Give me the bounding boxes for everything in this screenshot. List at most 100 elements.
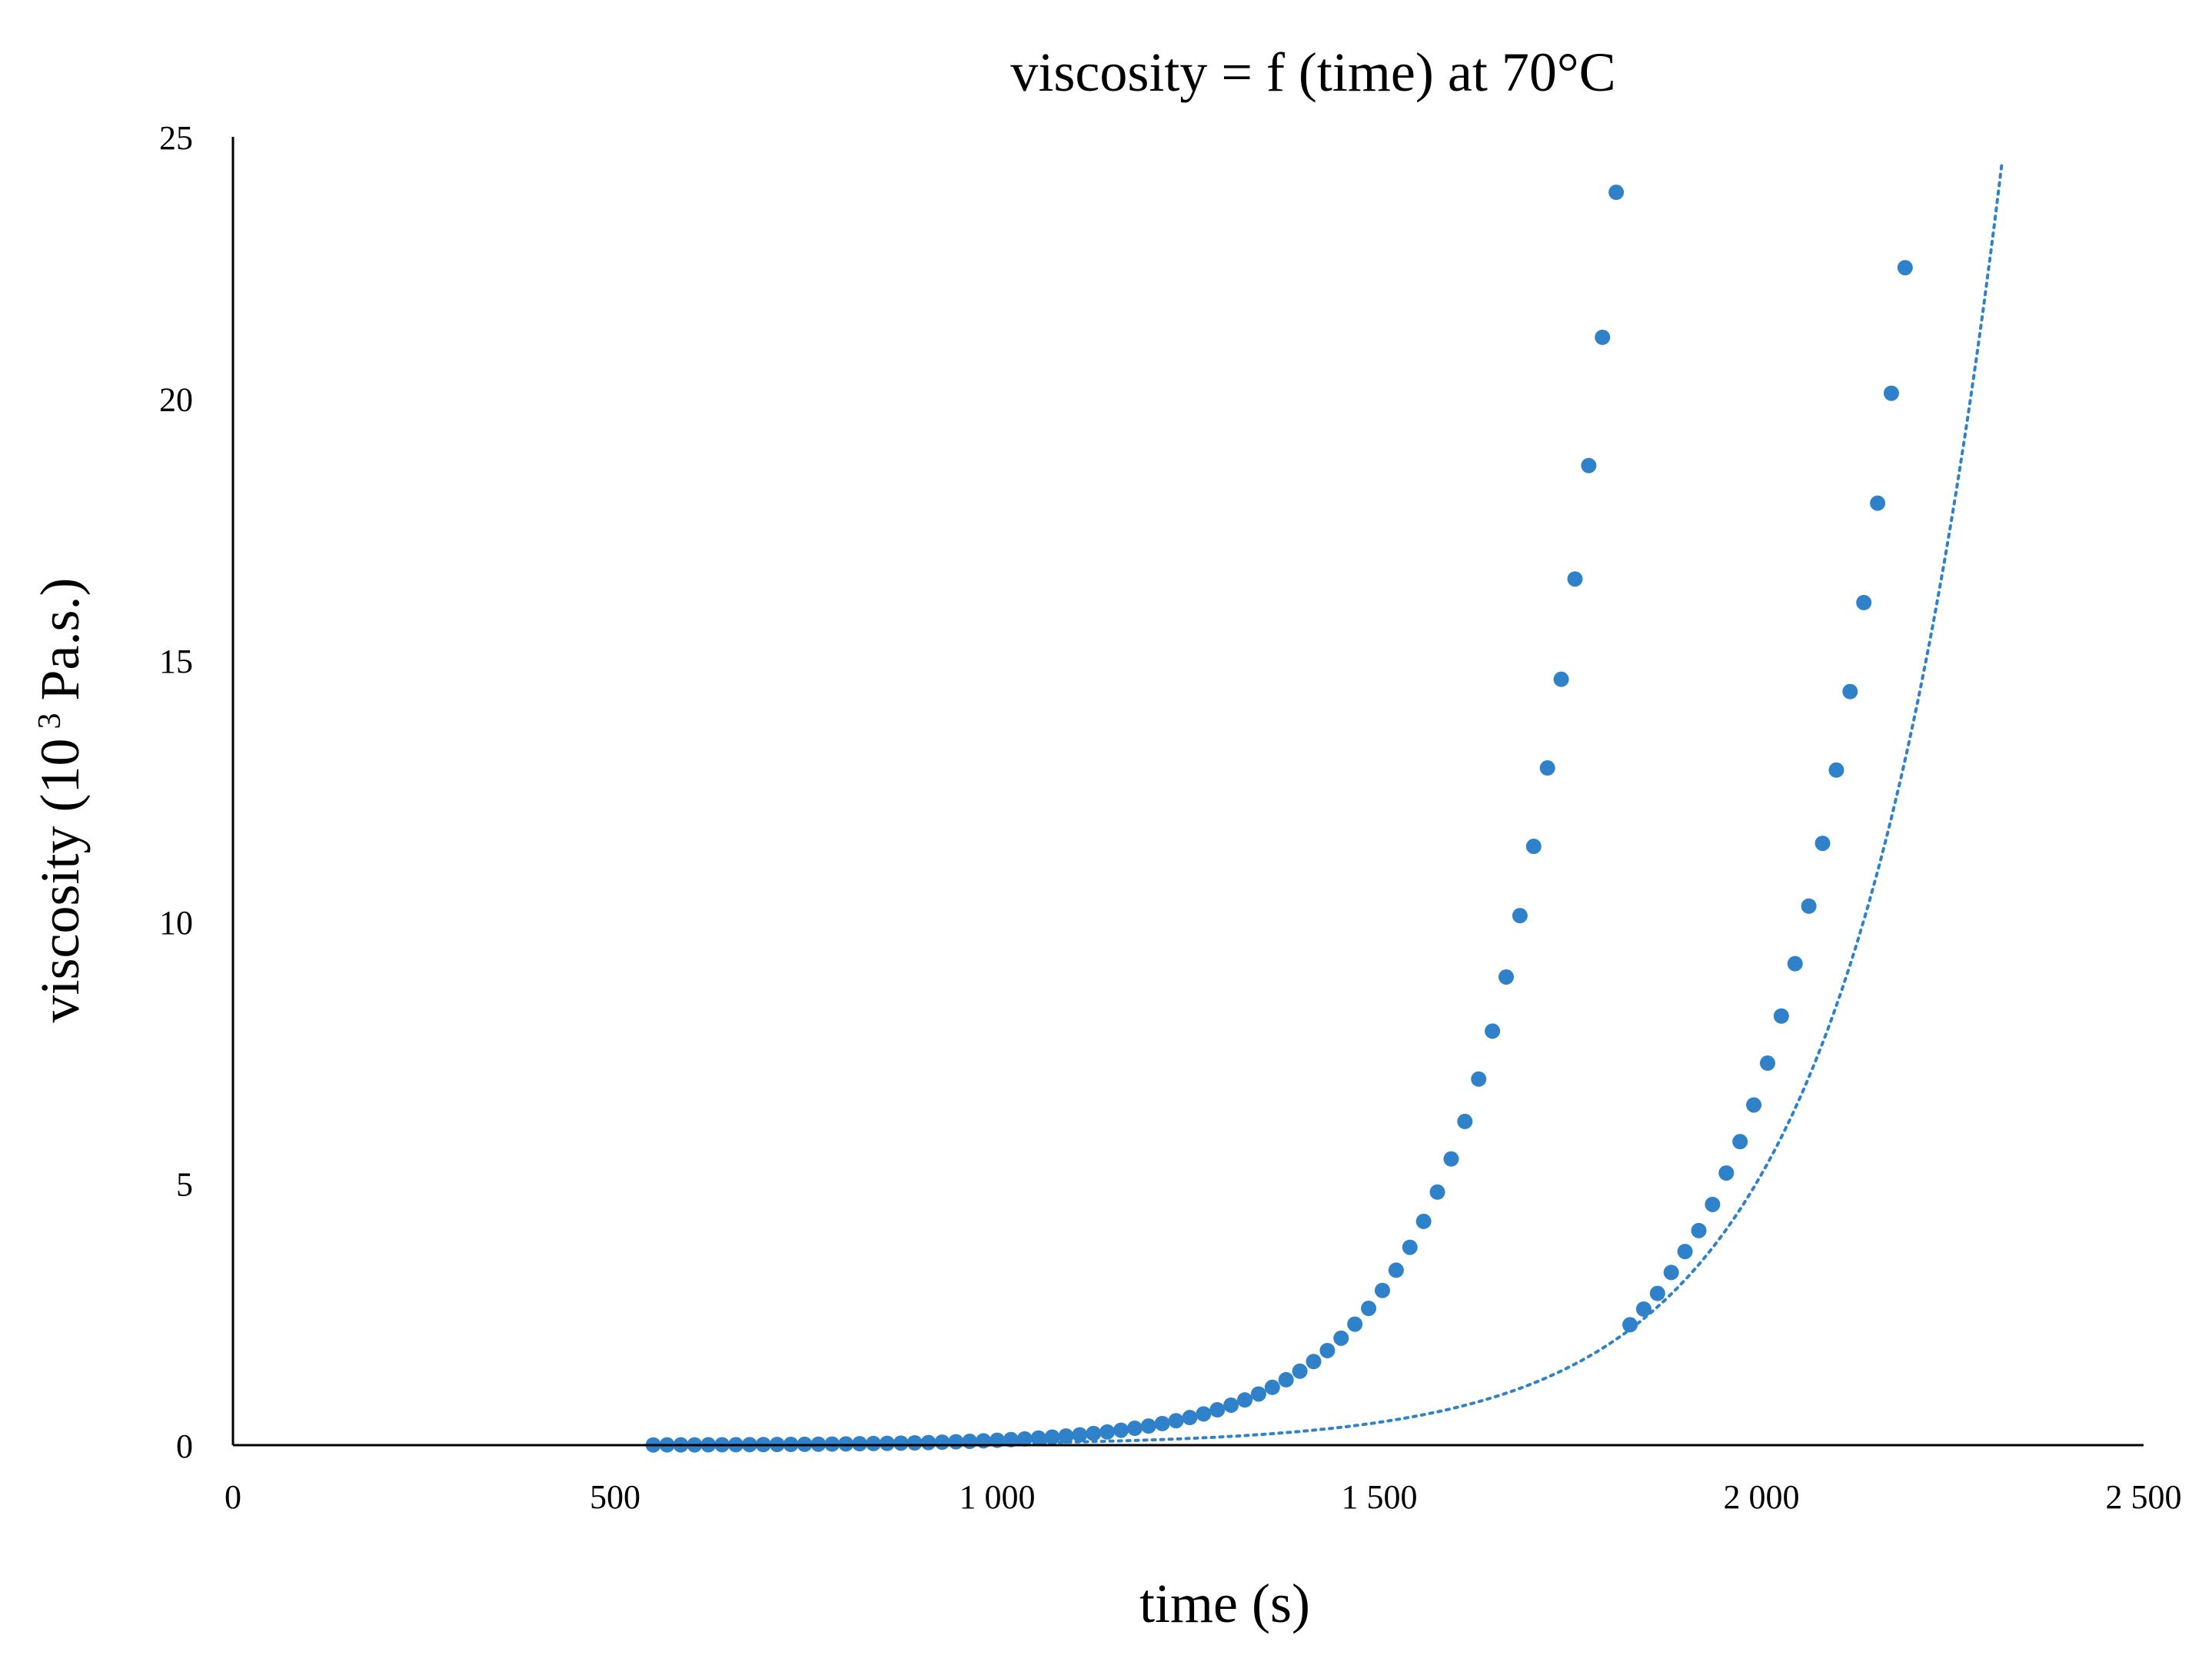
data-point bbox=[1003, 1431, 1019, 1447]
y-tick-label: 5 bbox=[176, 1166, 193, 1204]
x-tick-label: 500 bbox=[590, 1478, 640, 1516]
y-axis-title-units: Pa.s.) bbox=[29, 578, 91, 701]
data-point bbox=[948, 1434, 964, 1450]
data-point bbox=[1897, 260, 1913, 276]
chart-title: viscosity = f (time) at 70°C bbox=[1010, 42, 1615, 103]
data-point bbox=[1306, 1354, 1322, 1370]
data-point bbox=[893, 1435, 909, 1451]
plot-area: 0 500 1 000 1 500 2 000 2 500 0 5 10 15 20 25 bbox=[159, 119, 2182, 1516]
data-point bbox=[1787, 955, 1803, 972]
y-axis-title: viscosity (10 3 Pa.s.) bbox=[29, 578, 91, 1023]
data-point bbox=[1815, 836, 1831, 852]
data-point bbox=[1732, 1134, 1748, 1150]
x-tick-label: 2 000 bbox=[1724, 1478, 1800, 1516]
data-point bbox=[1168, 1413, 1184, 1429]
data-point bbox=[920, 1434, 936, 1451]
data-point bbox=[1457, 1113, 1473, 1129]
y-axis-title-exponent: 3 bbox=[32, 713, 68, 729]
data-point bbox=[1663, 1265, 1679, 1281]
x-axis-title: time (s) bbox=[1139, 1573, 1310, 1634]
data-point bbox=[934, 1434, 950, 1451]
data-point bbox=[865, 1435, 881, 1451]
y-axis-title-main: viscosity (10 bbox=[29, 739, 91, 1023]
data-point bbox=[1677, 1244, 1693, 1260]
trendline bbox=[651, 159, 2004, 1447]
data-point bbox=[962, 1434, 978, 1450]
data-point bbox=[1649, 1285, 1665, 1301]
data-point bbox=[1250, 1386, 1266, 1402]
data-point bbox=[1870, 495, 1886, 511]
data-point bbox=[1705, 1196, 1721, 1212]
data-point bbox=[1883, 385, 1899, 401]
data-point bbox=[1581, 457, 1597, 474]
data-point bbox=[1539, 760, 1555, 776]
y-tick-label: 0 bbox=[176, 1427, 193, 1465]
data-point bbox=[1086, 1425, 1102, 1441]
y-tick-label: 20 bbox=[159, 381, 193, 418]
data-point bbox=[1567, 571, 1583, 587]
data-point bbox=[1223, 1397, 1239, 1413]
data-point bbox=[1140, 1418, 1156, 1434]
data-point bbox=[1801, 898, 1817, 914]
data-point bbox=[1759, 1055, 1775, 1072]
data-point bbox=[1278, 1371, 1294, 1387]
data-point bbox=[1718, 1165, 1735, 1181]
data-point bbox=[1746, 1097, 1762, 1113]
data-point bbox=[1842, 683, 1858, 700]
data-point bbox=[1595, 329, 1611, 345]
data-point bbox=[1113, 1422, 1129, 1438]
data-point bbox=[1361, 1301, 1377, 1317]
data-point bbox=[1319, 1342, 1336, 1358]
data-point bbox=[1773, 1008, 1789, 1024]
y-tick-label: 10 bbox=[159, 904, 193, 942]
data-point bbox=[1072, 1427, 1088, 1443]
data-point bbox=[1499, 969, 1515, 985]
x-tick-label: 0 bbox=[225, 1478, 241, 1516]
data-point bbox=[1525, 839, 1542, 855]
data-point bbox=[1485, 1023, 1501, 1039]
data-point bbox=[1402, 1239, 1418, 1255]
x-axis-ticks: 0 500 1 000 1 500 2 000 2 500 bbox=[225, 1478, 2182, 1516]
y-tick-label: 25 bbox=[159, 119, 193, 157]
data-point bbox=[1237, 1392, 1253, 1408]
data-point bbox=[1264, 1379, 1280, 1395]
data-point bbox=[1099, 1424, 1116, 1440]
data-point bbox=[1030, 1430, 1046, 1446]
x-tick-label: 1 500 bbox=[1342, 1478, 1418, 1516]
data-point bbox=[1828, 762, 1844, 778]
data-point bbox=[1044, 1429, 1060, 1445]
data-point bbox=[1182, 1410, 1198, 1426]
y-axis-ticks: 0 5 10 15 20 25 bbox=[159, 119, 193, 1465]
data-point bbox=[1388, 1262, 1404, 1278]
data-point bbox=[1691, 1222, 1707, 1238]
data-point bbox=[1429, 1184, 1445, 1200]
data-point bbox=[1443, 1151, 1459, 1167]
data-point bbox=[852, 1436, 868, 1452]
data-point bbox=[1622, 1317, 1638, 1333]
data-point bbox=[1058, 1428, 1074, 1444]
data-point bbox=[1856, 594, 1872, 610]
data-point bbox=[906, 1435, 923, 1451]
data-point bbox=[1608, 184, 1625, 201]
data-point bbox=[1016, 1431, 1033, 1447]
data-point bbox=[1512, 908, 1528, 924]
data-point bbox=[1292, 1363, 1308, 1379]
y-tick-label: 15 bbox=[159, 643, 193, 680]
data-point bbox=[1635, 1301, 1652, 1317]
data-point bbox=[1209, 1402, 1226, 1418]
data-point bbox=[1154, 1415, 1170, 1431]
data-point bbox=[1126, 1421, 1143, 1437]
data-points bbox=[645, 184, 1913, 1453]
data-point bbox=[1374, 1282, 1390, 1298]
data-point bbox=[1196, 1406, 1212, 1422]
data-point bbox=[838, 1436, 854, 1452]
x-tick-label: 2 500 bbox=[2106, 1478, 2182, 1516]
data-point bbox=[1471, 1071, 1487, 1087]
data-point bbox=[1347, 1316, 1363, 1332]
data-point bbox=[1415, 1213, 1432, 1229]
data-point bbox=[879, 1435, 895, 1451]
data-point bbox=[1553, 671, 1569, 687]
data-point bbox=[1333, 1330, 1349, 1346]
